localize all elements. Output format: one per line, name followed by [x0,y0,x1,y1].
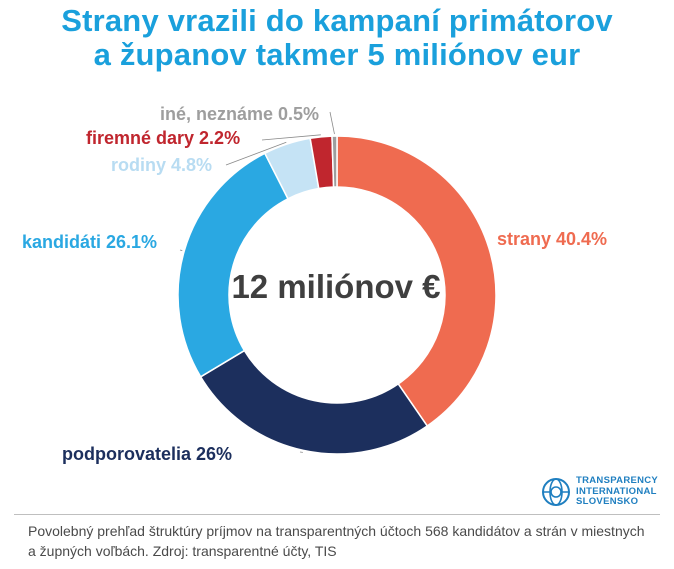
slice-label-2: kandidáti 26.1% [22,232,157,252]
leader-line-4 [261,134,321,141]
slice-label-3: rodiny 4.8% [111,155,212,175]
slice-label-1: podporovatelia 26% [62,444,232,464]
chart-title-line-2: a županov takmer 5 miliónov eur [93,37,581,72]
logo-line-2: INTERNATIONAL [576,485,657,497]
leader-lines [179,111,335,453]
slice-label-5: iné, neznáme 0.5% [160,104,319,124]
logo-text: TRANSPARENCY INTERNATIONAL SLOVENSKO [576,475,659,508]
globe-icon [542,478,570,506]
donut-slices [177,135,497,455]
center-total-label: 12 miliónov € [231,268,440,305]
leader-line-3 [225,141,287,166]
donut-chart: strany 40.4% podporovatelia 26% kandidáti … [22,104,607,464]
slice-label-0: strany 40.4% [497,229,607,249]
logo-line-3: SLOVENSKO [576,496,639,507]
leader-line-2 [179,249,183,251]
slice-podporovatelia [199,349,429,455]
logo-line-1: TRANSPARENCY [576,475,659,486]
transparency-international-logo: TRANSPARENCY INTERNATIONAL SLOVENSKO [540,474,670,510]
source-footnote: Povolebný prehľad štruktúry príjmov na t… [28,523,645,559]
footer-divider [14,514,660,515]
slice-iné-neznáme [331,135,338,188]
chart-title-line-1: Strany vrazili do kampaní primátorov [61,3,613,38]
leader-line-5 [329,111,335,135]
slice-kandidáti [177,152,289,378]
chart-title: Strany vrazili do kampaní primátorov a ž… [0,4,674,72]
slice-labels: strany 40.4% podporovatelia 26% kandidáti … [22,104,607,464]
slice-strany [336,135,497,427]
slice-label-4: firemné dary 2.2% [86,128,240,148]
